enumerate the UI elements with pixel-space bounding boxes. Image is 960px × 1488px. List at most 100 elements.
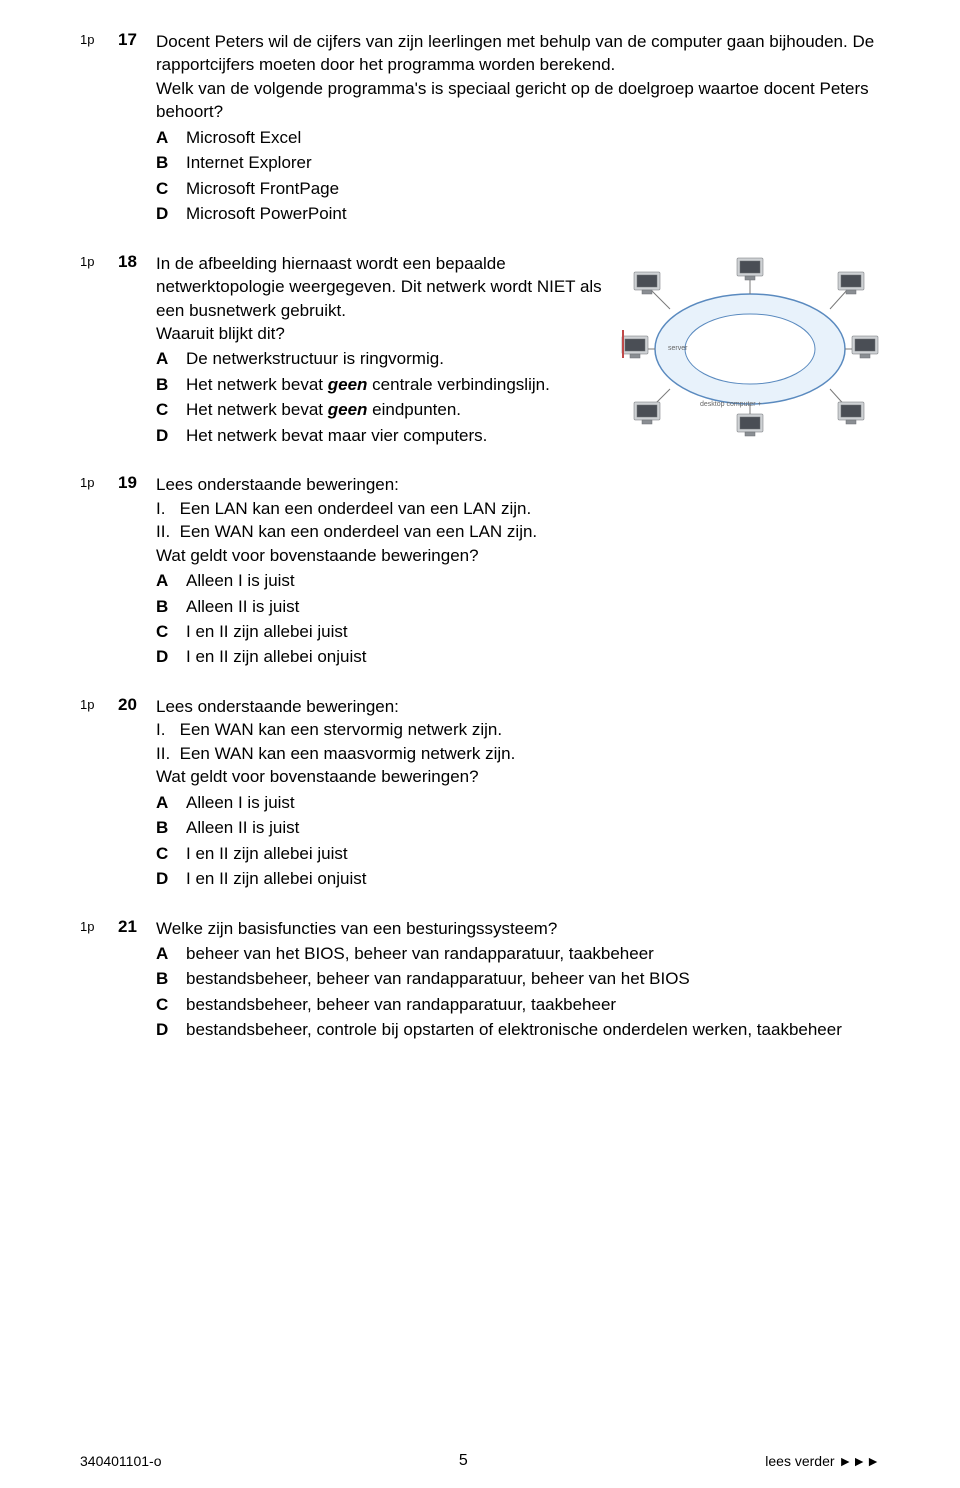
footer-continue: lees verder ►►► [765, 1453, 880, 1469]
page-footer: 340401101-o 5 lees verder ►►► [80, 1452, 880, 1470]
option-letter: C [156, 620, 186, 643]
option-a: Abeheer van het BIOS, beheer van randapp… [156, 942, 880, 965]
question-body: Lees onderstaande beweringen: I. Een LAN… [156, 473, 880, 669]
option-d: DI en II zijn allebei onjuist [156, 645, 880, 668]
option-letter: A [156, 569, 186, 592]
option-letter: C [156, 842, 186, 865]
option-a: A De netwerkstructuur is ringvormig. [156, 347, 606, 370]
question-stem: Welke zijn basisfuncties van een besturi… [156, 917, 880, 940]
statement-ii: II. Een WAN kan een onderdeel van een LA… [156, 520, 880, 543]
option-text: Microsoft Excel [186, 126, 880, 149]
points-label: 1p [80, 252, 118, 448]
statement-ii: II. Een WAN kan een maasvormig netwerk z… [156, 742, 880, 765]
option-emphasis: geen [328, 400, 368, 419]
question-stem: Docent Peters wil de cijfers van zijn le… [156, 30, 880, 77]
question-ask: Wat geldt voor bovenstaande beweringen? [156, 544, 880, 567]
option-text: Alleen II is juist [186, 595, 880, 618]
option-c: CI en II zijn allebei juist [156, 620, 880, 643]
question-number: 18 [118, 252, 156, 448]
question-number: 21 [118, 917, 156, 1042]
option-letter: D [156, 1018, 186, 1041]
option-letter: B [156, 967, 186, 990]
option-text: Het netwerk bevat geen centrale verbindi… [186, 373, 606, 396]
option-letter: A [156, 791, 186, 814]
points-label: 1p [80, 473, 118, 669]
option-text: Het netwerk bevat maar vier computers. [186, 424, 606, 447]
option-text: bestandsbeheer, beheer van randapparatuu… [186, 967, 880, 990]
option-letter: A [156, 942, 186, 965]
option-text: I en II zijn allebei juist [186, 842, 880, 865]
option-b: Bbestandsbeheer, beheer van randapparatu… [156, 967, 880, 990]
option-d: DI en II zijn allebei onjuist [156, 867, 880, 890]
diagram-label-desktop: desktop computer + [700, 401, 762, 408]
option-text-part: Het netwerk bevat [186, 375, 328, 394]
statement-i: I. Een WAN kan een stervormig netwerk zi… [156, 718, 880, 741]
option-d: D Het netwerk bevat maar vier computers. [156, 424, 606, 447]
option-text: bestandsbeheer, controle bij opstarten o… [186, 1018, 880, 1041]
question-stem: Waaruit blijkt dit? [156, 322, 606, 345]
option-letter: D [156, 645, 186, 668]
option-text: I en II zijn allebei juist [186, 620, 880, 643]
points-label: 1p [80, 695, 118, 891]
option-emphasis: geen [328, 375, 368, 394]
option-letter: B [156, 816, 186, 839]
diagram-label-server: server [668, 345, 688, 352]
question-20: 1p 20 Lees onderstaande beweringen: I. E… [80, 695, 880, 891]
question-18: 1p 18 In de afbeelding hiernaast wordt e… [80, 252, 880, 448]
question-number: 20 [118, 695, 156, 891]
option-c: Cbestandsbeheer, beheer van randapparatu… [156, 993, 880, 1016]
question-body: Welke zijn basisfuncties van een besturi… [156, 917, 880, 1042]
option-letter: A [156, 126, 186, 149]
option-text: beheer van het BIOS, beheer van randappa… [186, 942, 880, 965]
option-b: B Internet Explorer [156, 151, 880, 174]
option-letter: D [156, 424, 186, 447]
question-lead: Lees onderstaande beweringen: [156, 473, 880, 496]
option-text: Alleen I is juist [186, 569, 880, 592]
option-d: Dbestandsbeheer, controle bij opstarten … [156, 1018, 880, 1041]
option-d: D Microsoft PowerPoint [156, 202, 880, 225]
option-letter: B [156, 151, 186, 174]
network-topology-diagram: server desktop computer + [620, 254, 880, 444]
question-body: Lees onderstaande beweringen: I. Een WAN… [156, 695, 880, 891]
option-text-part: Het netwerk bevat [186, 400, 328, 419]
option-text: Internet Explorer [186, 151, 880, 174]
question-19: 1p 19 Lees onderstaande beweringen: I. E… [80, 473, 880, 669]
statement-i: I. Een LAN kan een onderdeel van een LAN… [156, 497, 880, 520]
option-b: B Het netwerk bevat geen centrale verbin… [156, 373, 606, 396]
question-lead: Lees onderstaande beweringen: [156, 695, 880, 718]
question-number: 19 [118, 473, 156, 669]
footer-doc-id: 340401101-o [80, 1453, 161, 1469]
option-text-part: centrale verbindingslijn. [367, 375, 549, 394]
option-letter: C [156, 993, 186, 1016]
question-17: 1p 17 Docent Peters wil de cijfers van z… [80, 30, 880, 226]
option-letter: D [156, 202, 186, 225]
option-text: Alleen II is juist [186, 816, 880, 839]
question-number: 17 [118, 30, 156, 226]
page-number: 5 [459, 1452, 468, 1470]
option-letter: C [156, 177, 186, 200]
question-body: In de afbeelding hiernaast wordt een bep… [156, 252, 880, 448]
option-letter: B [156, 373, 186, 396]
option-c: C Het netwerk bevat geen eindpunten. [156, 398, 606, 421]
question-stem: Welk van de volgende programma's is spec… [156, 77, 880, 124]
question-ask: Wat geldt voor bovenstaande beweringen? [156, 765, 880, 788]
option-text: Alleen I is juist [186, 791, 880, 814]
option-c: CI en II zijn allebei juist [156, 842, 880, 865]
option-letter: B [156, 595, 186, 618]
exam-page: 1p 17 Docent Peters wil de cijfers van z… [0, 0, 960, 1488]
ring-network-svg: server desktop computer + [620, 254, 880, 444]
points-label: 1p [80, 917, 118, 1042]
points-label: 1p [80, 30, 118, 226]
option-text: Microsoft FrontPage [186, 177, 880, 200]
question-21: 1p 21 Welke zijn basisfuncties van een b… [80, 917, 880, 1042]
option-a: AAlleen I is juist [156, 569, 880, 592]
option-letter: D [156, 867, 186, 890]
question-stem: In de afbeelding hiernaast wordt een bep… [156, 252, 606, 322]
option-c: C Microsoft FrontPage [156, 177, 880, 200]
option-text: Microsoft PowerPoint [186, 202, 880, 225]
option-text: I en II zijn allebei onjuist [186, 867, 880, 890]
option-text-part: eindpunten. [367, 400, 461, 419]
option-a: AAlleen I is juist [156, 791, 880, 814]
option-text: De netwerkstructuur is ringvormig. [186, 347, 606, 370]
option-a: A Microsoft Excel [156, 126, 880, 149]
